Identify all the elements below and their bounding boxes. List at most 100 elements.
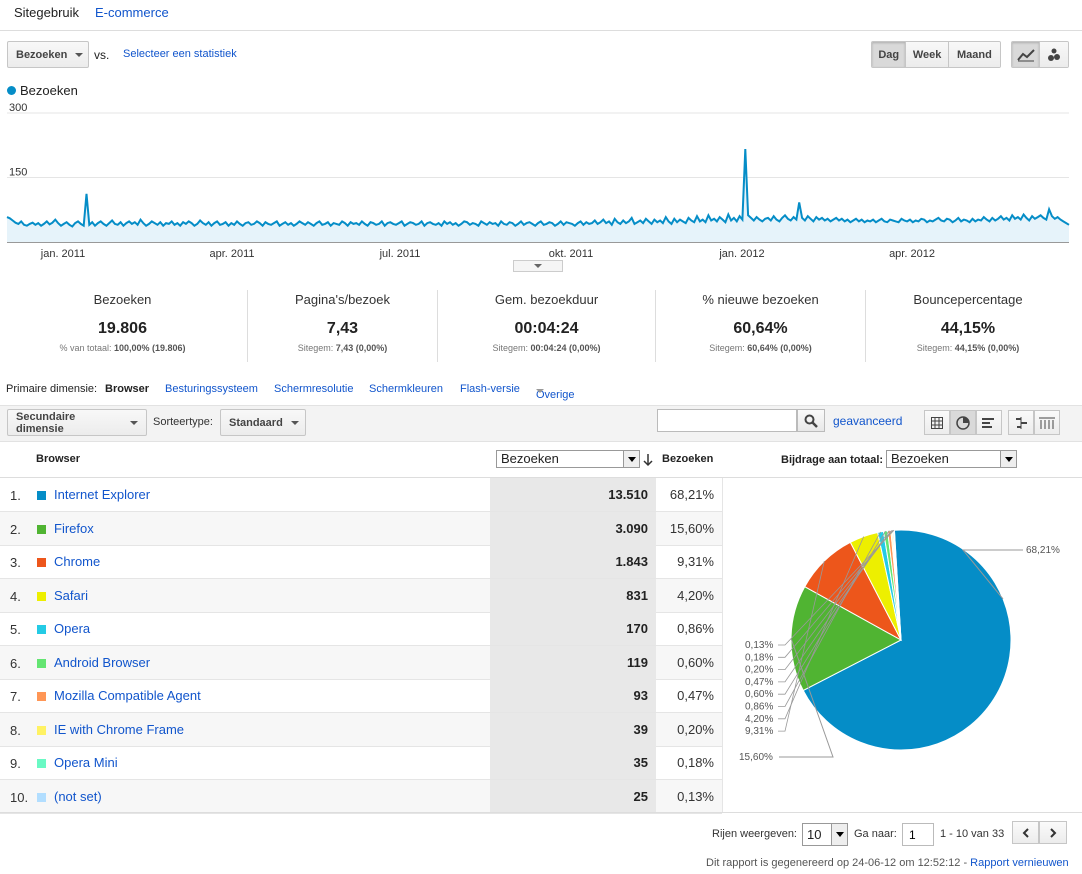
vs-label: vs.	[94, 48, 110, 62]
browser-link[interactable]: Opera	[54, 621, 91, 636]
pivot-icon	[1039, 417, 1055, 429]
x-tick-label: apr. 2012	[889, 248, 935, 260]
tab-ecommerce[interactable]: E-commerce	[95, 5, 169, 20]
tab-sitegebruik[interactable]: Sitegebruik	[14, 5, 80, 20]
chevron-down-icon	[534, 264, 542, 268]
next-page-button[interactable]	[1039, 821, 1067, 844]
metric-sub-value: 44,15% (0,00%)	[954, 343, 1020, 353]
table-row: 1. Internet Explorer 13.510 68,21%	[0, 478, 722, 512]
table-header: Browser Bezoeken Bezoeken Bijdrage aan t…	[0, 442, 1082, 478]
refresh-report-link[interactable]: Rapport vernieuwen	[970, 857, 1069, 869]
metric-sub: Sitegem: 7,43 (0,00%)	[250, 343, 435, 353]
metric-sub-value: 7,43 (0,00%)	[335, 343, 388, 353]
col-browser-header[interactable]: Browser	[36, 453, 81, 465]
comparison-view-button[interactable]	[1008, 410, 1034, 435]
visits-percent: 0,13%	[677, 788, 714, 804]
rows-per-page-value: 10	[807, 827, 822, 842]
secondary-dimension-select[interactable]: Secundaire dimensie	[7, 409, 147, 436]
value-column-bg	[490, 679, 656, 712]
advanced-filter-link[interactable]: geavanceerd	[833, 414, 903, 428]
report-generated-text: Dit rapport is gegenereerd op 24-06-12 o…	[706, 857, 971, 869]
col-metric-select[interactable]: Bezoeken	[496, 450, 640, 468]
sort-type-select[interactable]: Standaard	[220, 409, 306, 436]
dimension-os[interactable]: Besturingssysteem	[165, 383, 258, 395]
visits-value: 831	[626, 587, 648, 603]
table-search-input[interactable]	[657, 409, 797, 432]
table-row: 3. Chrome 1.843 9,31%	[0, 545, 722, 579]
pie-slice[interactable]	[802, 529, 1012, 751]
chevron-down-icon	[1000, 451, 1016, 467]
metric-value: 00:04:24	[514, 320, 579, 337]
browser-link[interactable]: Mozilla Compatible Agent	[54, 688, 201, 703]
browser-link[interactable]: Internet Explorer	[54, 487, 151, 502]
search-button[interactable]	[797, 409, 825, 432]
line-chart-button[interactable]	[1012, 42, 1041, 67]
period-day-button[interactable]: Dag	[872, 42, 907, 67]
contribution-select[interactable]: Bezoeken	[886, 450, 1017, 468]
metric-sub: Sitegem: 44,15% (0,00%)	[868, 343, 1068, 353]
browser-link[interactable]: Opera Mini	[54, 755, 118, 770]
summary-metric: % nieuwe bezoeken 60,64% Sitegem: 60,64% (…	[658, 290, 863, 362]
period-toggle: Dag Week Maand	[871, 41, 1001, 68]
dimension-flash[interactable]: Flash-versie	[460, 383, 520, 395]
table-view-button[interactable]	[924, 410, 950, 435]
prev-page-button[interactable]	[1012, 821, 1039, 844]
metric-sub-value: 60,64% (0,00%)	[747, 343, 812, 353]
period-month-button[interactable]: Maand	[948, 42, 1000, 67]
browser-link[interactable]: Safari	[54, 587, 88, 603]
summary-metric: Bezoeken 19.806 % van totaal: 100,00% (19.…	[0, 290, 245, 362]
browser-link[interactable]: (not set)	[54, 788, 102, 804]
select-statistic-link[interactable]: Selecteer een statistiek	[123, 48, 237, 60]
pivot-view-button[interactable]	[1034, 410, 1060, 435]
browser-link[interactable]: Firefox	[54, 520, 94, 536]
sort-type-value: Standaard	[229, 416, 283, 429]
report-generated-note: Dit rapport is gegenereerd op 24-06-12 o…	[706, 857, 1069, 869]
value-column-bg	[490, 712, 656, 746]
chevron-left-icon	[1022, 827, 1029, 838]
col-metric-header[interactable]: Bezoeken	[662, 453, 714, 465]
visits-percent: 0,60%	[677, 654, 714, 670]
visits-area	[7, 149, 1069, 242]
pie-leader-line	[961, 549, 1023, 600]
dimension-browser[interactable]: Browser	[105, 383, 150, 395]
browser-link[interactable]: IE with Chrome Frame	[54, 721, 185, 737]
metric-select[interactable]: Bezoeken	[7, 41, 89, 68]
visits-value: 1.843	[615, 554, 648, 569]
contribution-label: Bijdrage aan totaal:	[781, 454, 884, 466]
table-row: 10. (not set) 25 0,13%	[0, 779, 722, 814]
table-row: 7. Mozilla Compatible Agent 93 0,47%	[0, 679, 722, 713]
pie-leader-line	[779, 638, 834, 758]
value-column-bg	[490, 578, 656, 612]
visits-percent: 0,86%	[677, 621, 714, 636]
pie-label: 0,60%	[745, 689, 773, 700]
primary-dimension-bar: Primaire dimensie: Browser Besturingssys…	[0, 377, 1082, 405]
chart-collapse-handle[interactable]	[513, 260, 563, 272]
browser-link[interactable]: Android Browser	[54, 654, 151, 670]
sort-arrow-down-icon[interactable]	[642, 453, 654, 467]
visits-percent: 15,60%	[669, 520, 714, 536]
metric-value: 19.806	[98, 320, 147, 337]
browser-link[interactable]: Chrome	[54, 554, 101, 569]
table-row: 9. Opera Mini 35 0,18%	[0, 746, 722, 780]
pie-label: 0,47%	[745, 677, 773, 688]
primary-dimension-label: Primaire dimensie:	[6, 383, 98, 395]
pie-label: 9,31%	[745, 726, 773, 737]
contribution-pie-chart: 68,21% 15,60% 0,13%0,18% 0,20%0,47%0,60% 0,8…	[739, 529, 1060, 763]
rows-per-page-select[interactable]: 10	[802, 823, 848, 846]
dimension-colors[interactable]: Schermkleuren	[369, 383, 443, 395]
x-tick-label: okt. 2011	[549, 248, 593, 260]
table-row: 2. Firefox 3.090 15,60%	[0, 511, 722, 546]
dimension-resolution[interactable]: Schermresolutie	[274, 383, 354, 395]
row-index: 9.	[10, 756, 21, 771]
chevron-down-icon	[831, 824, 847, 845]
performance-view-button[interactable]	[976, 410, 1002, 435]
pie-view-button[interactable]	[950, 410, 976, 435]
motion-chart-button[interactable]	[1040, 42, 1068, 67]
goto-page-input[interactable]	[902, 823, 934, 846]
bubble-chart-icon	[1048, 48, 1060, 61]
secondary-dimension-label: Secundaire dimensie	[16, 410, 76, 435]
period-week-button[interactable]: Week	[906, 42, 949, 67]
metric-divider	[437, 290, 438, 362]
table-row: 6. Android Browser 119 0,60%	[0, 645, 722, 680]
legend-label: Bezoeken	[20, 83, 78, 98]
